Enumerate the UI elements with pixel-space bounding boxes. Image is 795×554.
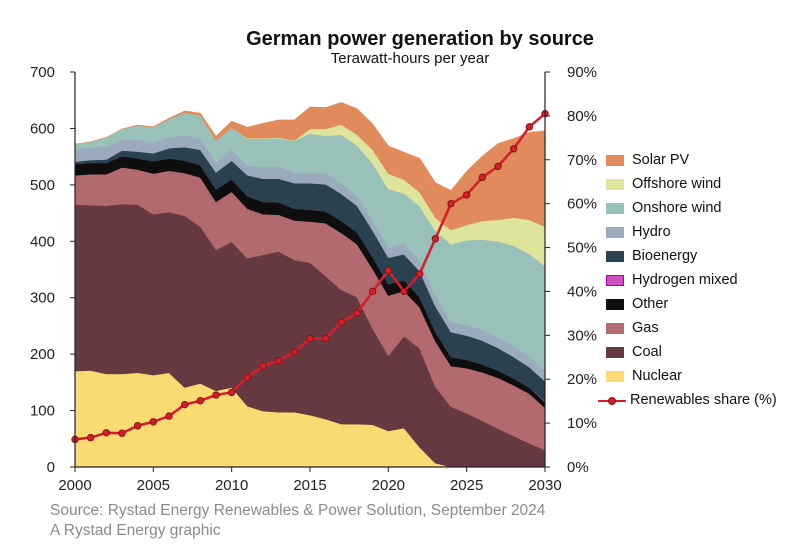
- legend-item-hydrogen-mixed: Hydrogen mixed: [606, 268, 777, 292]
- area-layers: [74, 102, 546, 468]
- x-tick-label: 2010: [215, 477, 248, 494]
- renewables-share-line: [71, 109, 549, 444]
- x-tick-label: 2000: [58, 477, 91, 494]
- legend-label: Hydrogen mixed: [632, 272, 738, 288]
- legend-label: Other: [632, 296, 669, 312]
- y-right-tick-label: 30%: [567, 327, 597, 344]
- share-point: [337, 318, 346, 326]
- share-point: [525, 123, 534, 131]
- share-point: [196, 397, 205, 405]
- share-point: [259, 362, 267, 370]
- y-left-tick-label: 600: [30, 120, 55, 137]
- legend: Solar PV Offshore wind Onshore wind Hydr…: [598, 148, 777, 412]
- source-line: Source: Rystad Energy Renewables & Power…: [50, 502, 546, 519]
- y-left-tick-label: 700: [30, 64, 55, 81]
- y-right-tick-label: 80%: [567, 108, 597, 125]
- share-point: [86, 433, 95, 442]
- legend-swatch-solar-pv: [606, 154, 624, 166]
- legend-item-solar-pv: Solar PV: [606, 148, 777, 172]
- y-right-tick-label: 10%: [567, 415, 597, 432]
- share-point: [478, 173, 487, 182]
- legend-label: Coal: [632, 344, 662, 360]
- y-right-tick-label: 90%: [567, 64, 597, 81]
- share-point: [118, 429, 126, 437]
- credit-line: A Rystad Energy graphic: [50, 522, 221, 539]
- y-right-tick-label: 50%: [567, 240, 597, 257]
- legend-swatch-nuclear: [606, 370, 624, 382]
- y-right-tick-label: 70%: [567, 152, 597, 169]
- y-left-tick-label: 500: [30, 177, 55, 194]
- legend-line-key: [598, 395, 626, 406]
- share-point: [400, 287, 408, 296]
- legend-label: Solar PV: [632, 152, 690, 168]
- y-right-tick-label: 20%: [567, 371, 597, 388]
- legend-label: Hydro: [632, 224, 671, 240]
- legend-item-onshore-wind: Onshore wind: [606, 196, 777, 220]
- share-point: [133, 422, 142, 430]
- legend-swatch-hydrogen-mixed: [606, 274, 624, 286]
- share-point: [102, 429, 111, 437]
- x-tick-label: 2015: [293, 477, 326, 494]
- share-point: [306, 334, 314, 343]
- share-point: [243, 373, 252, 382]
- share-point: [290, 348, 299, 356]
- legend-item-gas: Gas: [606, 316, 777, 340]
- share-point: [447, 199, 455, 208]
- y-right-tick-label: 0%: [567, 459, 589, 476]
- legend-label: Bioenergy: [632, 248, 698, 264]
- share-point: [165, 412, 173, 420]
- legend-item-renewables-share: Renewables share (%): [598, 388, 777, 412]
- legend-label: Nuclear: [632, 368, 682, 384]
- y-left-tick-label: 0: [47, 459, 55, 476]
- share-point: [494, 162, 502, 171]
- share-point: [415, 270, 424, 278]
- legend-label: Onshore wind: [632, 200, 722, 216]
- y-left-tick-label: 300: [30, 290, 55, 307]
- share-point: [509, 145, 518, 153]
- share-point: [384, 266, 393, 275]
- share-point: [212, 391, 220, 399]
- share-point: [274, 357, 283, 365]
- legend-label: Renewables share (%): [630, 392, 777, 408]
- y-left-tick-label: 200: [30, 346, 55, 363]
- legend-item-bioenergy: Bioenergy: [606, 244, 777, 268]
- share-point: [353, 309, 361, 317]
- x-tick-label: 2005: [137, 477, 170, 494]
- share-point: [149, 418, 158, 426]
- share-point: [368, 287, 377, 296]
- y-right-tick-label: 40%: [567, 283, 597, 300]
- legend-swatch-coal: [606, 346, 624, 358]
- y-right-tick-label: 60%: [567, 196, 597, 213]
- legend-item-nuclear: Nuclear: [606, 364, 777, 388]
- x-tick-label: 2020: [372, 477, 405, 494]
- legend-label: Gas: [632, 320, 659, 336]
- legend-swatch-gas: [606, 322, 624, 334]
- legend-swatch-offshore-wind: [606, 178, 624, 190]
- legend-swatch-onshore-wind: [606, 202, 624, 214]
- y-left-tick-label: 100: [30, 403, 55, 420]
- y-left-tick-label: 400: [30, 233, 55, 250]
- share-point: [321, 334, 330, 343]
- axes: 2000 2005 2010 2015 2020 2025 2030 0 100 200 300 40…: [30, 64, 597, 494]
- share-point: [227, 388, 236, 397]
- share-point: [462, 191, 471, 199]
- legend-swatch-bioenergy: [606, 250, 624, 262]
- legend-swatch-hydro: [606, 226, 624, 238]
- chart-title: German power generation by source: [246, 28, 594, 50]
- legend-item-coal: Coal: [606, 340, 777, 364]
- x-tick-label: 2030: [528, 477, 561, 494]
- source-note: Source: Rystad Energy Renewables & Power…: [50, 501, 545, 541]
- legend-item-hydro: Hydro: [606, 220, 777, 244]
- chart-subtitle: Terawatt-hours per year: [330, 50, 490, 67]
- share-point: [180, 400, 189, 409]
- legend-item-other: Other: [606, 292, 777, 316]
- x-tick-label: 2025: [450, 477, 483, 494]
- legend-label: Offshore wind: [632, 176, 722, 192]
- legend-swatch-other: [606, 298, 624, 310]
- share-point: [431, 235, 440, 243]
- legend-item-offshore-wind: Offshore wind: [606, 172, 777, 196]
